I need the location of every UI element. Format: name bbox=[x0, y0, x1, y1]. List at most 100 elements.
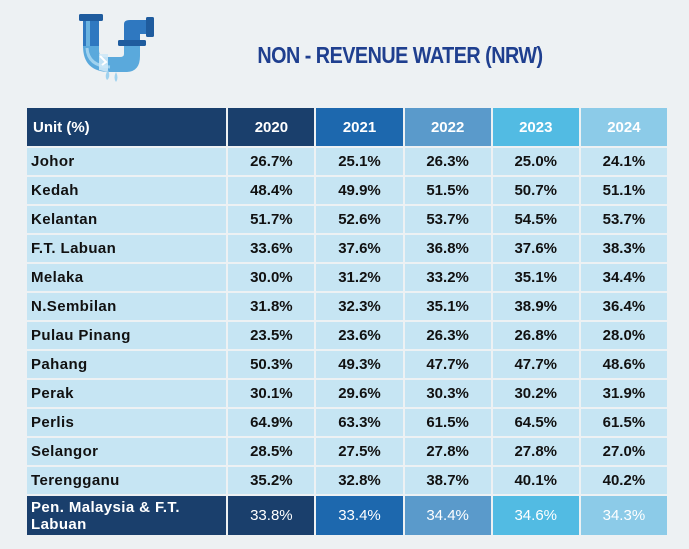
nrw-value: 47.7% bbox=[492, 351, 579, 378]
nrw-value: 30.3% bbox=[404, 380, 491, 407]
table-row: Johor 26.7% 25.1% 26.3% 25.0% 24.1% bbox=[27, 148, 667, 175]
nrw-value: 40.2% bbox=[580, 467, 667, 494]
state-name: Pahang bbox=[27, 351, 227, 378]
nrw-value: 31.2% bbox=[316, 264, 403, 291]
nrw-value: 31.8% bbox=[228, 293, 315, 320]
table-row: Melaka 30.0% 31.2% 33.2% 35.1% 34.4% bbox=[27, 264, 667, 291]
nrw-value: 38.7% bbox=[404, 467, 491, 494]
table-row: Pulau Pinang 23.5% 23.6% 26.3% 26.8% 28.… bbox=[27, 322, 667, 349]
state-name: F.T. Labuan bbox=[27, 235, 227, 262]
nrw-value: 29.6% bbox=[316, 380, 403, 407]
nrw-value: 26.7% bbox=[228, 148, 315, 175]
nrw-value: 25.1% bbox=[316, 148, 403, 175]
total-value: 34.6% bbox=[492, 496, 579, 535]
nrw-value: 36.4% bbox=[580, 293, 667, 320]
nrw-value: 64.5% bbox=[492, 409, 579, 436]
nrw-value: 38.9% bbox=[492, 293, 579, 320]
year-header-2020: 2020 bbox=[228, 108, 315, 146]
nrw-value: 64.9% bbox=[228, 409, 315, 436]
state-name: Terengganu bbox=[27, 467, 227, 494]
nrw-value: 35.2% bbox=[228, 467, 315, 494]
year-header-2023: 2023 bbox=[492, 108, 579, 146]
year-header-2024: 2024 bbox=[580, 108, 667, 146]
total-value: 34.4% bbox=[404, 496, 491, 535]
table-row: Perak 30.1% 29.6% 30.3% 30.2% 31.9% bbox=[27, 380, 667, 407]
unit-header: Unit (%) bbox=[27, 108, 227, 146]
table-row: Kedah 48.4% 49.9% 51.5% 50.7% 51.1% bbox=[27, 177, 667, 204]
state-name: Kelantan bbox=[27, 206, 227, 233]
total-label: Pen. Malaysia & F.T. Labuan bbox=[27, 496, 227, 535]
nrw-value: 23.5% bbox=[228, 322, 315, 349]
nrw-value: 35.1% bbox=[404, 293, 491, 320]
nrw-value: 48.4% bbox=[228, 177, 315, 204]
nrw-value: 61.5% bbox=[580, 409, 667, 436]
total-value: 33.4% bbox=[316, 496, 403, 535]
state-name: Kedah bbox=[27, 177, 227, 204]
nrw-value: 31.9% bbox=[580, 380, 667, 407]
nrw-value: 26.3% bbox=[404, 148, 491, 175]
year-header-2021: 2021 bbox=[316, 108, 403, 146]
nrw-value: 37.6% bbox=[492, 235, 579, 262]
nrw-value: 47.7% bbox=[404, 351, 491, 378]
nrw-value: 32.3% bbox=[316, 293, 403, 320]
nrw-value: 33.6% bbox=[228, 235, 315, 262]
nrw-value: 53.7% bbox=[404, 206, 491, 233]
nrw-value: 27.8% bbox=[404, 438, 491, 465]
total-value: 33.8% bbox=[228, 496, 315, 535]
nrw-value: 49.9% bbox=[316, 177, 403, 204]
year-header-2022: 2022 bbox=[404, 108, 491, 146]
table-row: Kelantan 51.7% 52.6% 53.7% 54.5% 53.7% bbox=[27, 206, 667, 233]
table-row: Selangor 28.5% 27.5% 27.8% 27.8% 27.0% bbox=[27, 438, 667, 465]
nrw-value: 63.3% bbox=[316, 409, 403, 436]
nrw-value: 28.0% bbox=[580, 322, 667, 349]
nrw-value: 28.5% bbox=[228, 438, 315, 465]
nrw-value: 27.5% bbox=[316, 438, 403, 465]
state-name: Pulau Pinang bbox=[27, 322, 227, 349]
nrw-value: 35.1% bbox=[492, 264, 579, 291]
total-row: Pen. Malaysia & F.T. Labuan 33.8% 33.4% … bbox=[27, 496, 667, 535]
state-name: Perak bbox=[27, 380, 227, 407]
nrw-value: 33.2% bbox=[404, 264, 491, 291]
nrw-value: 23.6% bbox=[316, 322, 403, 349]
table-row: F.T. Labuan 33.6% 37.6% 36.8% 37.6% 38.3… bbox=[27, 235, 667, 262]
nrw-value: 25.0% bbox=[492, 148, 579, 175]
nrw-value: 26.8% bbox=[492, 322, 579, 349]
state-name: Perlis bbox=[27, 409, 227, 436]
nrw-value: 34.4% bbox=[580, 264, 667, 291]
nrw-value: 49.3% bbox=[316, 351, 403, 378]
nrw-table: Unit (%) 2020 2021 2022 2023 2024 Johor … bbox=[25, 106, 669, 537]
nrw-value: 30.2% bbox=[492, 380, 579, 407]
nrw-value: 61.5% bbox=[404, 409, 491, 436]
nrw-value: 30.1% bbox=[228, 380, 315, 407]
nrw-value: 52.6% bbox=[316, 206, 403, 233]
state-name: Johor bbox=[27, 148, 227, 175]
state-name: N.Sembilan bbox=[27, 293, 227, 320]
nrw-value: 54.5% bbox=[492, 206, 579, 233]
nrw-value: 51.7% bbox=[228, 206, 315, 233]
nrw-value: 50.7% bbox=[492, 177, 579, 204]
nrw-value: 51.5% bbox=[404, 177, 491, 204]
water-pipe-icon bbox=[79, 14, 154, 82]
nrw-value: 50.3% bbox=[228, 351, 315, 378]
table-row: Pahang 50.3% 49.3% 47.7% 47.7% 48.6% bbox=[27, 351, 667, 378]
table-row: Terengganu 35.2% 32.8% 38.7% 40.1% 40.2% bbox=[27, 467, 667, 494]
page-title: NON - REVENUE WATER (NRW) bbox=[257, 42, 543, 68]
nrw-value: 36.8% bbox=[404, 235, 491, 262]
nrw-value: 30.0% bbox=[228, 264, 315, 291]
nrw-value: 53.7% bbox=[580, 206, 667, 233]
nrw-value: 27.0% bbox=[580, 438, 667, 465]
table-row: Perlis 64.9% 63.3% 61.5% 64.5% 61.5% bbox=[27, 409, 667, 436]
nrw-value: 37.6% bbox=[316, 235, 403, 262]
nrw-value: 40.1% bbox=[492, 467, 579, 494]
total-value: 34.3% bbox=[580, 496, 667, 535]
nrw-value: 38.3% bbox=[580, 235, 667, 262]
nrw-value: 32.8% bbox=[316, 467, 403, 494]
nrw-value: 48.6% bbox=[580, 351, 667, 378]
nrw-value: 27.8% bbox=[492, 438, 579, 465]
table-row: N.Sembilan 31.8% 32.3% 35.1% 38.9% 36.4% bbox=[27, 293, 667, 320]
state-name: Melaka bbox=[27, 264, 227, 291]
nrw-value: 24.1% bbox=[580, 148, 667, 175]
nrw-value: 51.1% bbox=[580, 177, 667, 204]
table-header-row: Unit (%) 2020 2021 2022 2023 2024 bbox=[27, 108, 667, 146]
state-name: Selangor bbox=[27, 438, 227, 465]
